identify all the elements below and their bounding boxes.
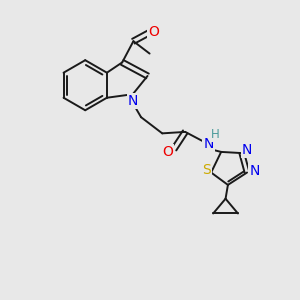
Text: N: N xyxy=(242,142,252,157)
Text: H: H xyxy=(211,128,220,141)
Text: N: N xyxy=(204,137,214,151)
Text: N: N xyxy=(249,164,260,178)
Text: N: N xyxy=(128,94,138,108)
Text: S: S xyxy=(202,163,211,177)
Text: O: O xyxy=(148,26,159,39)
Text: O: O xyxy=(162,145,173,159)
